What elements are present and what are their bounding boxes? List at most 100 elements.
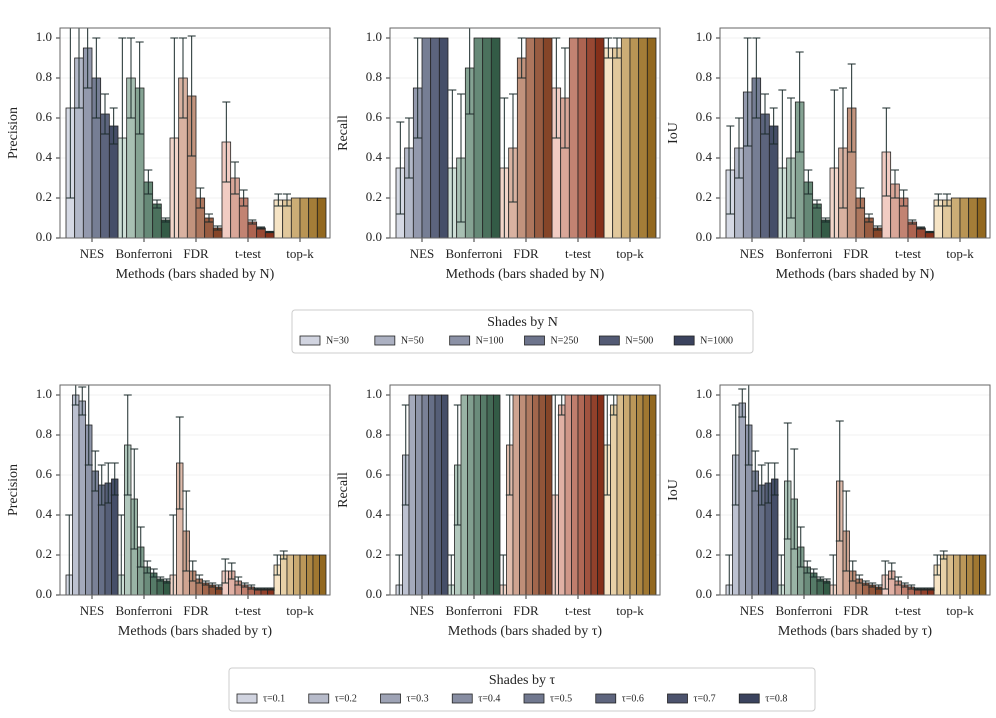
bar xyxy=(584,394,592,595)
legend-swatch xyxy=(451,693,473,704)
y-tick-label: 0.8 xyxy=(36,426,52,441)
error-bar xyxy=(917,226,925,230)
error-bar xyxy=(257,226,265,230)
axes-frame xyxy=(719,27,991,239)
bar xyxy=(953,554,961,595)
y-tick-label: 0.2 xyxy=(36,189,52,204)
error-bar xyxy=(499,554,508,595)
legend-swatch xyxy=(449,335,471,346)
bar xyxy=(738,402,746,595)
bar xyxy=(428,394,436,595)
x-tick-label: NES xyxy=(740,603,765,618)
error-bar xyxy=(214,584,223,590)
error-bar xyxy=(161,217,170,223)
x-tick-label: top-k xyxy=(286,603,314,618)
error-bar xyxy=(604,37,613,59)
y-tick-label: 0.2 xyxy=(366,189,382,204)
y-tick-label: 0.6 xyxy=(36,109,53,124)
legend-label: τ=0.5 xyxy=(550,693,572,704)
error-bar xyxy=(743,37,752,147)
bar xyxy=(312,554,320,595)
y-tick-label: 0.0 xyxy=(696,229,712,244)
bar xyxy=(532,394,540,595)
x-tick-label: t-test xyxy=(235,246,261,261)
bar xyxy=(519,394,527,595)
bar xyxy=(434,394,442,595)
error-bar xyxy=(731,404,740,506)
plot-area xyxy=(60,385,330,595)
error-bar xyxy=(943,193,951,207)
y-tick-label: 0.0 xyxy=(366,586,382,601)
bar xyxy=(290,197,301,238)
error-bar xyxy=(934,193,943,207)
error-bar xyxy=(865,213,873,223)
bar xyxy=(959,197,970,238)
error-bar xyxy=(933,554,942,576)
plot-area xyxy=(720,37,990,238)
y-tick-label: 0.6 xyxy=(366,109,383,124)
y-tick-label: 0.4 xyxy=(36,149,53,164)
error-bar xyxy=(91,450,100,492)
bar xyxy=(629,394,637,595)
legend-swatch xyxy=(595,693,617,704)
error-bar xyxy=(783,422,792,540)
error-bar xyxy=(110,462,119,496)
bar xyxy=(493,394,501,595)
y-tick-label: 0.2 xyxy=(696,189,712,204)
error-bar xyxy=(195,574,204,584)
bar xyxy=(306,554,314,595)
error-bar xyxy=(75,28,83,109)
bar xyxy=(160,219,171,238)
bar xyxy=(72,394,80,595)
bar xyxy=(441,394,449,595)
y-tick-label: 0.8 xyxy=(36,69,52,84)
error-bar xyxy=(735,117,743,179)
bar xyxy=(486,394,494,595)
error-bar xyxy=(117,514,126,595)
error-bar xyxy=(156,576,165,582)
bar xyxy=(316,197,327,238)
error-bar xyxy=(856,187,865,209)
x-tick-label: NES xyxy=(410,246,435,261)
bar xyxy=(538,394,546,595)
y-tick-label: 0.4 xyxy=(366,149,383,164)
bar xyxy=(308,197,318,238)
legend-title: Shades by τ xyxy=(489,673,556,688)
bar xyxy=(577,37,588,238)
legend-label: N=30 xyxy=(326,335,349,346)
error-bar xyxy=(136,526,145,568)
error-bar xyxy=(517,37,526,79)
legend-swatch xyxy=(236,693,258,704)
bar xyxy=(771,478,779,595)
x-axis-label: Methods (bars shaded by τ) xyxy=(448,624,602,639)
bar xyxy=(545,394,553,595)
error-bar xyxy=(222,101,231,183)
error-bar xyxy=(557,394,566,416)
bar xyxy=(473,394,481,595)
error-bar xyxy=(803,560,812,574)
error-bar xyxy=(162,578,171,584)
y-tick-label: 0.8 xyxy=(366,69,382,84)
bar xyxy=(473,37,484,238)
error-bar xyxy=(92,37,101,119)
x-axis-label: Methods (bars shaded by N) xyxy=(116,267,275,282)
legend-label: N=250 xyxy=(551,335,579,346)
bar xyxy=(293,554,301,595)
y-tick-label: 0.0 xyxy=(366,229,382,244)
bar xyxy=(976,197,987,238)
legend-swatch xyxy=(738,693,760,704)
bar xyxy=(586,37,596,238)
error-bar xyxy=(861,580,870,586)
error-bar xyxy=(66,28,75,199)
x-tick-label: t-test xyxy=(235,603,261,618)
error-bar xyxy=(465,28,474,115)
error-bar xyxy=(821,217,830,223)
y-axis-label: Recall xyxy=(336,115,351,151)
axes-frame xyxy=(719,384,991,596)
error-bar xyxy=(738,388,747,418)
error-bar xyxy=(769,107,778,145)
x-tick-label: NES xyxy=(80,603,105,618)
y-tick-label: 0.0 xyxy=(36,586,52,601)
x-tick-label: t-test xyxy=(895,603,921,618)
y-tick-label: 1.0 xyxy=(366,386,382,401)
